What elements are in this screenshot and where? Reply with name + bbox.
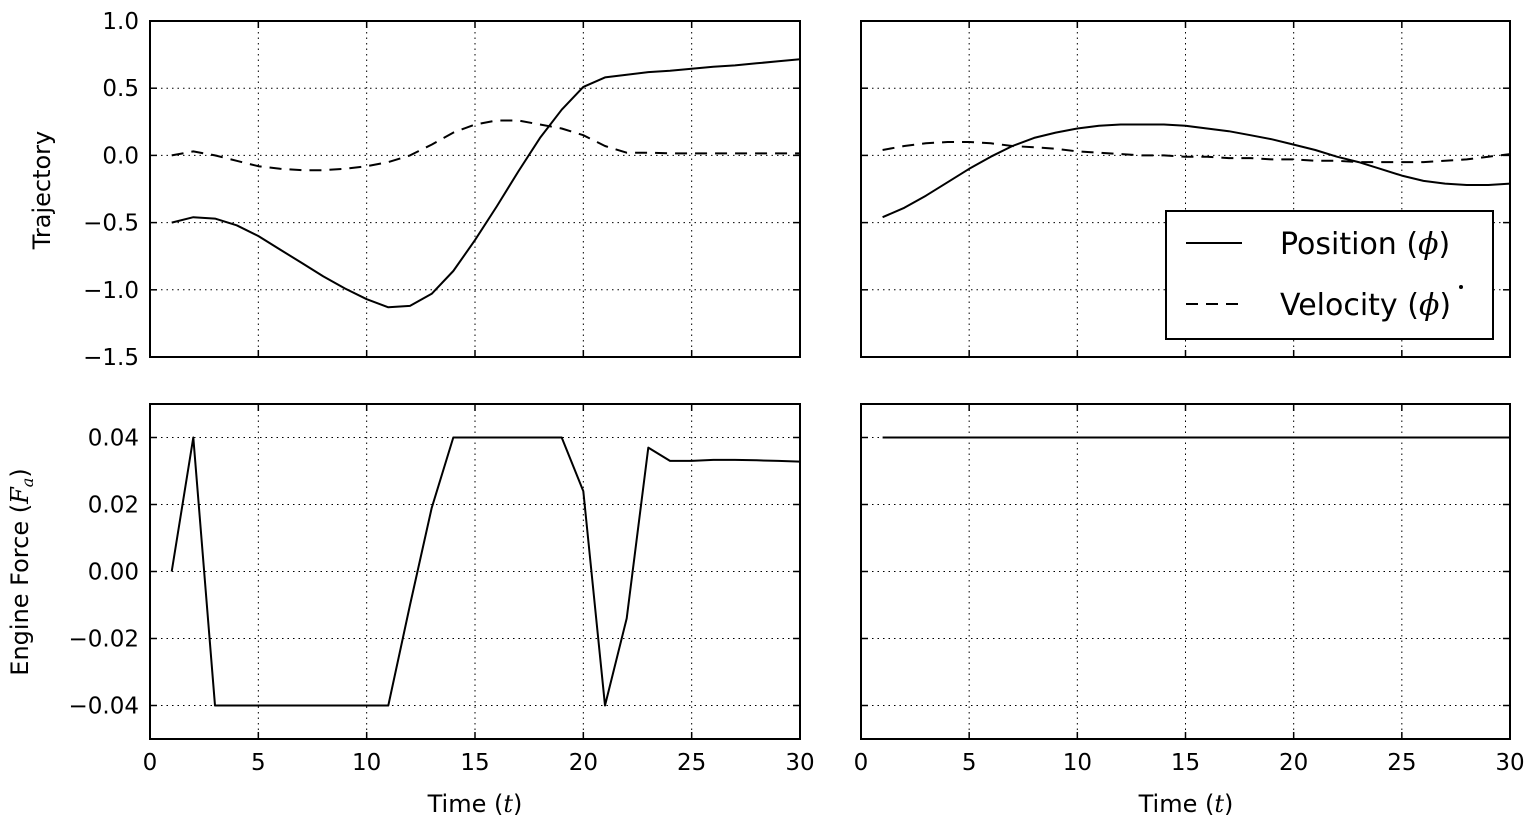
x-tick-label: 5 — [962, 750, 977, 776]
plot-frame — [860, 20, 1511, 358]
x-axis-label-right: Time (t) — [1138, 790, 1234, 818]
series-line-position — [882, 123, 1511, 219]
engine-force-subscript: a — [18, 478, 37, 488]
y-tick-label: 0.04 — [88, 426, 139, 452]
x-axis-label-left-text: Time — [427, 790, 487, 818]
y-tick-label: −0.02 — [69, 627, 139, 653]
y-axis-label-trajectory: Trajectory — [28, 131, 56, 251]
x-axis-label-left: Time (t) — [427, 790, 523, 818]
x-tick-label: 15 — [1171, 750, 1200, 776]
legend-box — [1165, 210, 1494, 340]
plot-frame — [149, 403, 801, 740]
engine-force-text: Engine Force — [6, 521, 34, 676]
series-line-engine-force — [170, 436, 801, 707]
y-tick-label: 0.0 — [102, 143, 139, 169]
legend: Position (ϕ) Velocity (ϕ) — [1165, 210, 1494, 340]
y-tick-label: 0.02 — [88, 493, 139, 519]
y-tick-label: −0.04 — [69, 694, 139, 720]
x-tick-label: 25 — [1387, 750, 1416, 776]
x-axis-label-right-text: Time — [1138, 790, 1198, 818]
x-tick-label: 30 — [1495, 750, 1524, 776]
x-tick-label: 30 — [785, 750, 814, 776]
legend-position-symbol: ϕ — [1418, 227, 1438, 262]
panel-top-right — [860, 20, 1511, 358]
y-tick-label: 1.0 — [102, 9, 139, 35]
series-line-velocity — [882, 141, 1511, 164]
x-tick-label: 20 — [1279, 750, 1308, 776]
plot-frame — [149, 20, 801, 358]
x-tick-label: 10 — [1063, 750, 1092, 776]
x-axis-label-right-symbol: t — [1214, 790, 1224, 818]
legend-velocity-symbol: ϕ — [1419, 288, 1439, 323]
y-tick-label: 0.00 — [88, 560, 139, 586]
x-tick-label: 20 — [569, 750, 598, 776]
x-tick-label: 15 — [460, 750, 489, 776]
panel-top-left: 1.0 0.5 0.0 −0.5 −1.0 −1.5 — [83, 9, 801, 371]
y-tick-label: 0.5 — [102, 76, 139, 102]
y-tick-label: −0.5 — [83, 211, 139, 237]
engine-force-symbol: F — [6, 486, 34, 505]
y-tick-label: −1.5 — [83, 345, 139, 371]
panel-bottom-left: 0.04 0.02 0.00 −0.02 −0.04 0 5 10 15 20 25 30 — [69, 403, 815, 776]
legend-velocity-label: Velocity — [1280, 288, 1398, 323]
legend-velocity-entry: Velocity (ϕ) — [1280, 288, 1451, 323]
series-line-velocity — [171, 119, 800, 172]
y-tick-label: −1.0 — [83, 278, 139, 304]
x-axis-label-left-symbol: t — [503, 790, 513, 818]
plot-frame — [860, 403, 1511, 740]
series-line-position — [171, 58, 801, 309]
y-axis-label-engine-force: Engine Force (Fa) — [6, 468, 37, 675]
legend-velocity-dot — [1459, 285, 1463, 289]
x-tick-label: 5 — [251, 750, 266, 776]
legend-position-label: Position — [1280, 227, 1397, 262]
legend-position-entry: Position (ϕ) — [1280, 227, 1450, 262]
panel-bottom-right: 0 5 10 15 20 25 30 — [854, 403, 1525, 776]
x-tick-label: 10 — [352, 750, 381, 776]
x-tick-label: 0 — [854, 750, 869, 776]
x-tick-label: 0 — [143, 750, 158, 776]
x-tick-label: 25 — [677, 750, 706, 776]
